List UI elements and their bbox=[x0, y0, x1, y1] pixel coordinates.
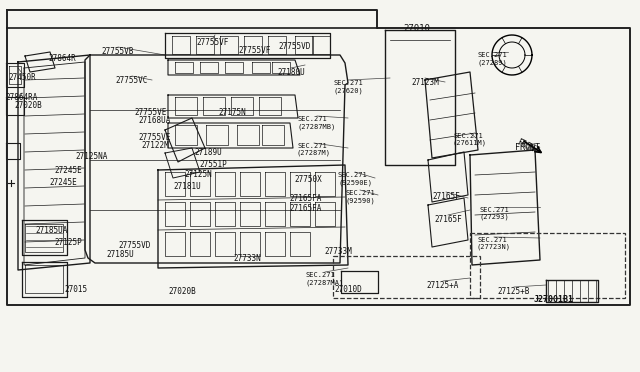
Text: 27185U: 27185U bbox=[106, 250, 134, 259]
Text: 27165F: 27165F bbox=[432, 192, 460, 201]
Text: SEC.271
(27723N): SEC.271 (27723N) bbox=[477, 237, 511, 250]
Text: 27125N: 27125N bbox=[184, 170, 212, 179]
Text: 27189U: 27189U bbox=[194, 148, 222, 157]
Text: 27020B: 27020B bbox=[168, 287, 196, 296]
Text: 27181U: 27181U bbox=[173, 182, 201, 191]
Text: SEC.271
(92590E): SEC.271 (92590E) bbox=[338, 172, 372, 186]
Text: 27125+B: 27125+B bbox=[498, 287, 530, 296]
Text: 27755VD: 27755VD bbox=[119, 241, 151, 250]
Text: 27551P: 27551P bbox=[199, 160, 227, 169]
Text: 27015: 27015 bbox=[65, 285, 88, 294]
Text: 27733M: 27733M bbox=[324, 247, 352, 256]
Text: 27755VB: 27755VB bbox=[102, 47, 134, 56]
Text: SEC.271
(27620): SEC.271 (27620) bbox=[333, 80, 363, 93]
Text: 27450R: 27450R bbox=[8, 73, 36, 82]
Text: 27123M: 27123M bbox=[411, 78, 439, 87]
Text: 27755VE: 27755VE bbox=[139, 133, 171, 142]
Text: 27180U: 27180U bbox=[277, 68, 305, 77]
Text: 27755VF: 27755VF bbox=[239, 46, 271, 55]
Text: 27020B: 27020B bbox=[14, 101, 42, 110]
Text: 27165F: 27165F bbox=[434, 215, 462, 224]
Text: 27165FA: 27165FA bbox=[290, 194, 322, 203]
Text: 27010: 27010 bbox=[404, 24, 431, 33]
Text: FRONT: FRONT bbox=[515, 143, 540, 152]
Text: 27864R: 27864R bbox=[48, 54, 76, 63]
Text: FRONT: FRONT bbox=[516, 138, 540, 156]
Text: 27010D: 27010D bbox=[334, 285, 362, 294]
Text: 27245E: 27245E bbox=[54, 166, 82, 175]
Text: 27125+A: 27125+A bbox=[427, 281, 459, 290]
Text: 27755VD: 27755VD bbox=[279, 42, 311, 51]
Text: 27125NA: 27125NA bbox=[76, 152, 108, 161]
Text: 27750X: 27750X bbox=[294, 175, 322, 184]
Text: 27168UA: 27168UA bbox=[139, 116, 171, 125]
Text: SEC.271
(27287M): SEC.271 (27287M) bbox=[297, 143, 331, 157]
Text: SEC.271
(27611M): SEC.271 (27611M) bbox=[453, 133, 487, 147]
Text: SEC.271
(92590): SEC.271 (92590) bbox=[345, 190, 375, 203]
Text: 27175N: 27175N bbox=[218, 108, 246, 117]
Text: 27125P: 27125P bbox=[54, 238, 82, 247]
Bar bbox=[333, 256, 480, 298]
Text: 27165FA: 27165FA bbox=[290, 204, 322, 213]
Text: SEC.271
(27289): SEC.271 (27289) bbox=[477, 52, 507, 65]
Text: SEC.271
(27293): SEC.271 (27293) bbox=[479, 207, 509, 221]
Text: 27185UA: 27185UA bbox=[36, 226, 68, 235]
Text: SEC.271
(27287MB): SEC.271 (27287MB) bbox=[298, 116, 336, 129]
Text: J27001B1: J27001B1 bbox=[533, 295, 573, 304]
Text: 27864RA: 27864RA bbox=[6, 93, 38, 102]
Text: 27755VE: 27755VE bbox=[135, 108, 167, 117]
Text: 27122M: 27122M bbox=[141, 141, 169, 150]
Text: 27755VC: 27755VC bbox=[116, 76, 148, 85]
Text: 27755VF: 27755VF bbox=[197, 38, 229, 47]
Text: 27733N: 27733N bbox=[233, 254, 261, 263]
Text: SEC.271
(27287MA): SEC.271 (27287MA) bbox=[306, 272, 344, 285]
Text: 27245E: 27245E bbox=[49, 178, 77, 187]
Bar bbox=[470, 233, 625, 298]
